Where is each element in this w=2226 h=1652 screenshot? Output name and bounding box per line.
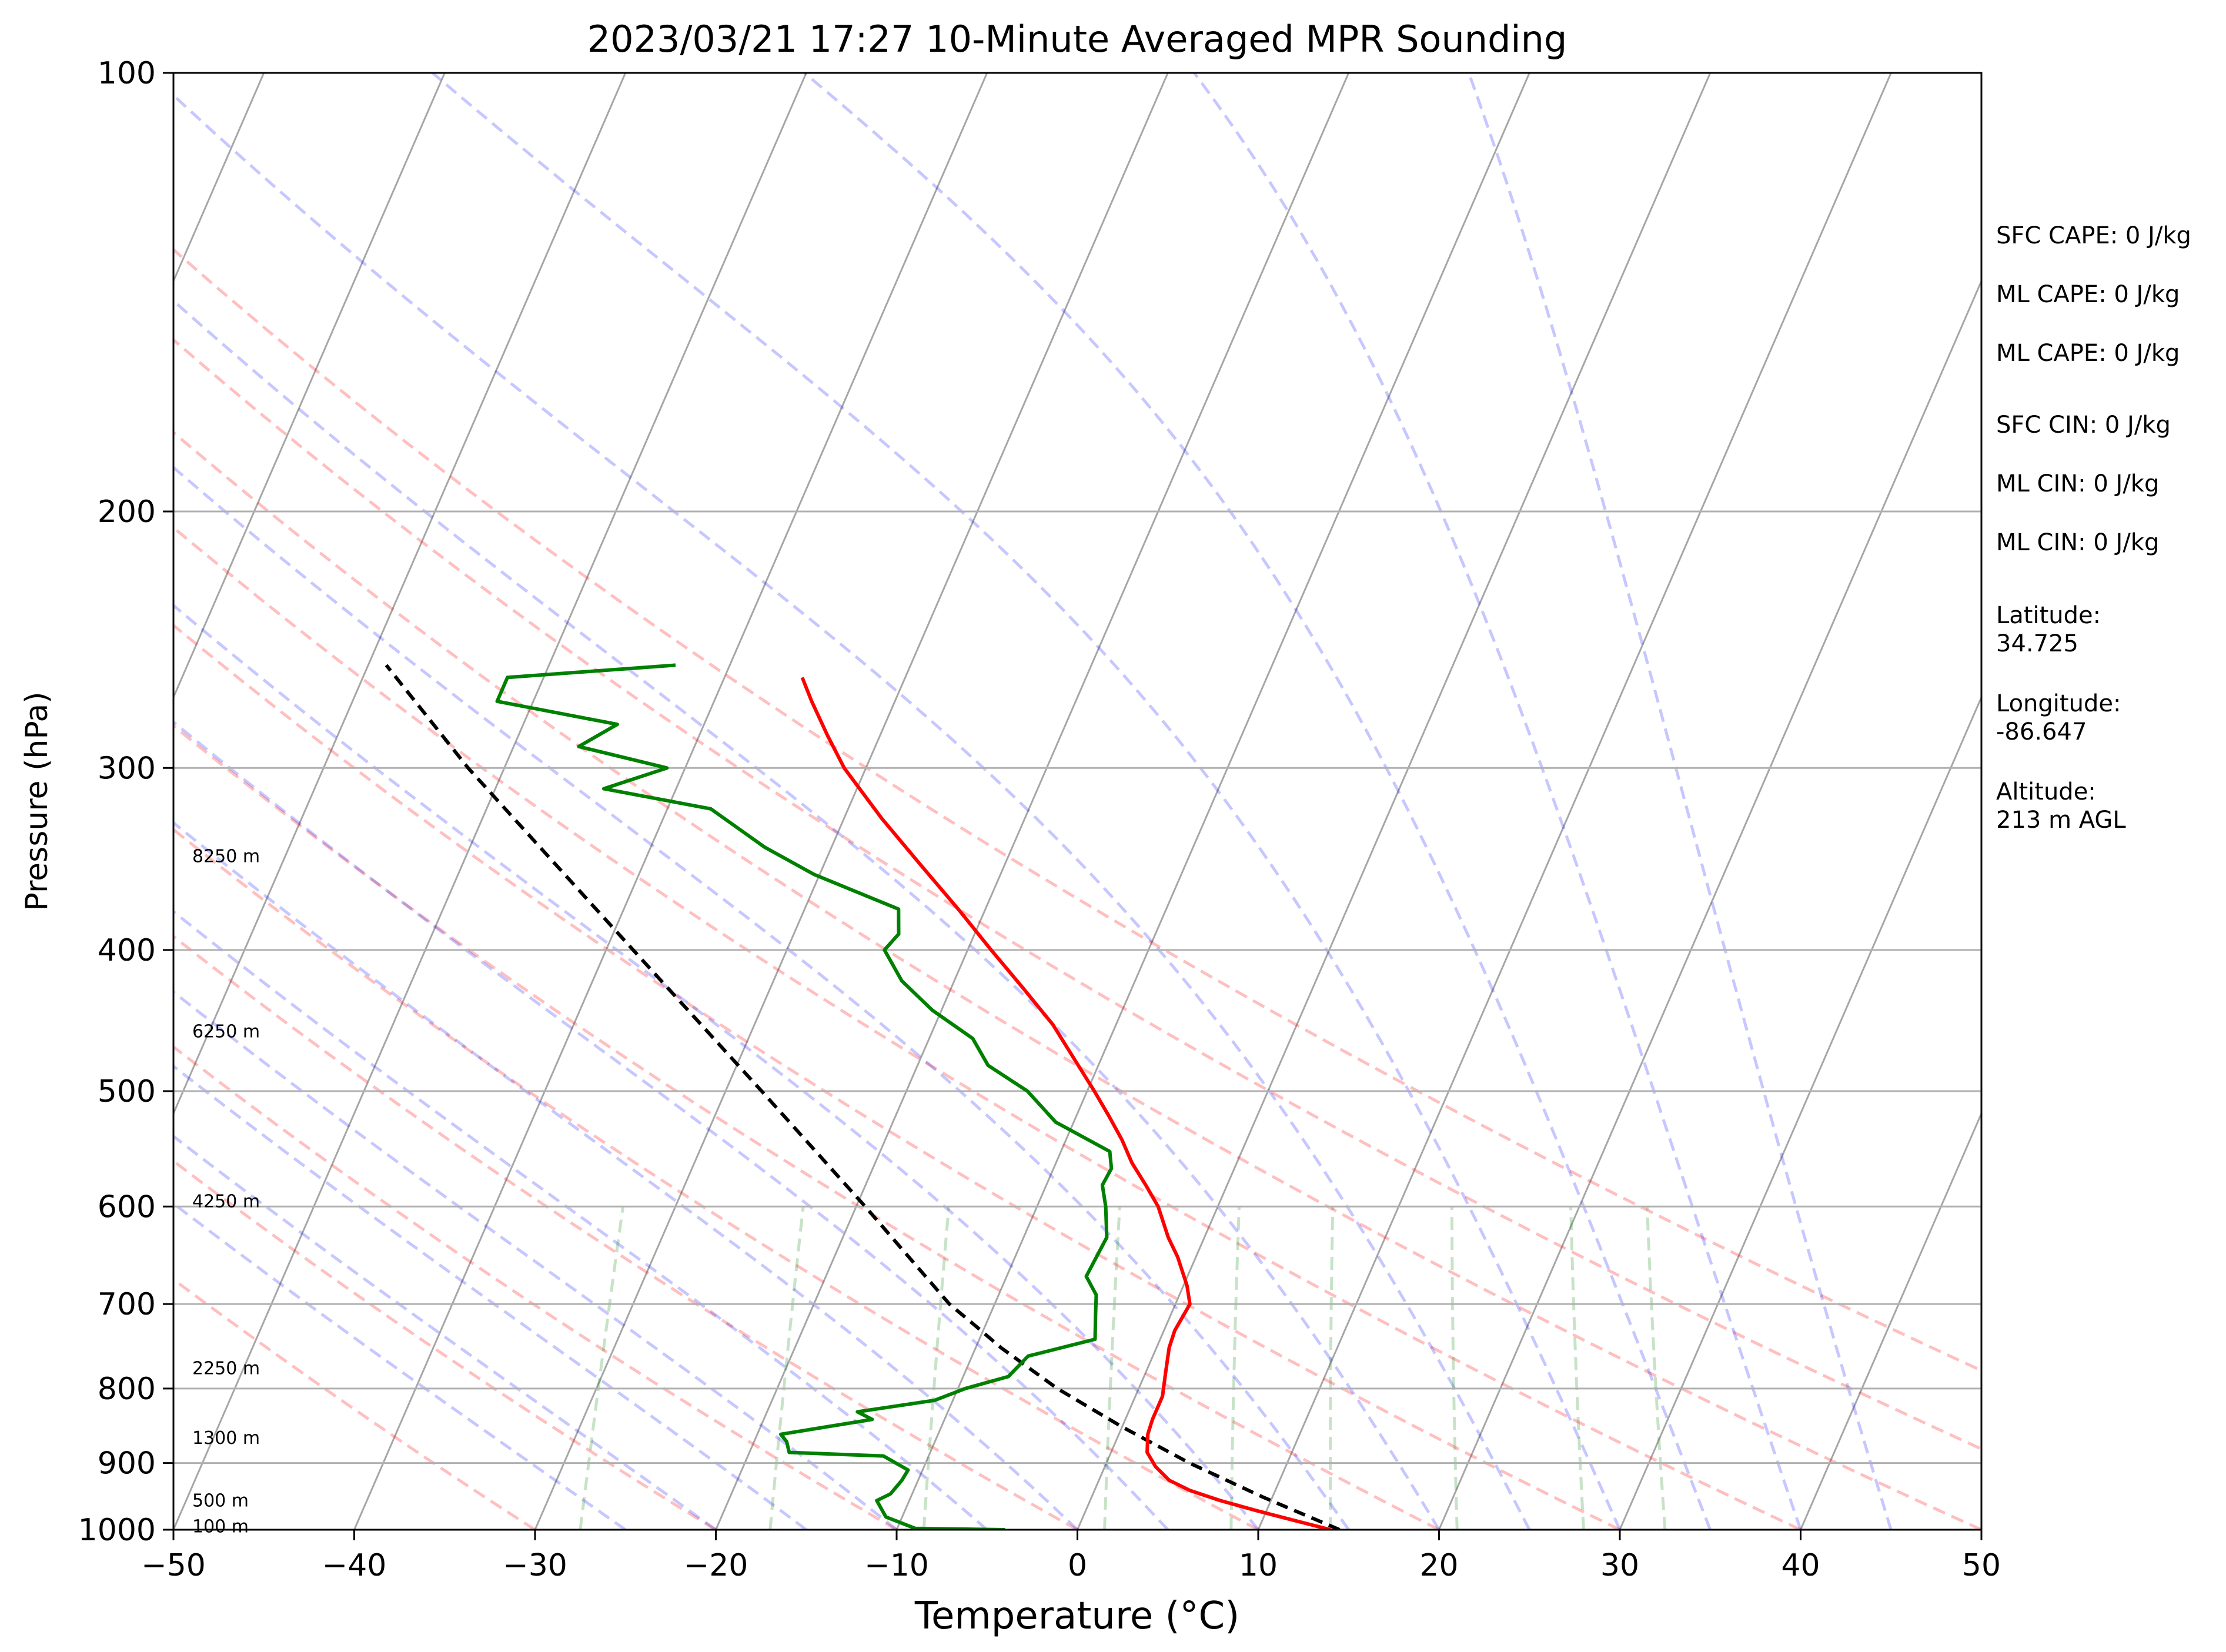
- dry-adiabat-line: [173, 430, 1981, 1530]
- sfc-cin-text: SFC CIN: 0 J/kg: [1996, 412, 2171, 439]
- altitude-value: 213 m AGL: [1996, 807, 2126, 834]
- dry-adiabat-line: [173, 827, 1259, 1530]
- chart-title: 2023/03/21 17:27 10-Minute Averaged MPR …: [587, 18, 1567, 61]
- ml-cape-text: ML CAPE: 0 J/kg: [1996, 281, 2180, 308]
- sfc-cape-text: SFC CAPE: 0 J/kg: [1996, 222, 2191, 249]
- isotherm-line: [173, 73, 807, 1530]
- dewpoint-line: [495, 663, 1114, 1530]
- moist-adiabat-line: [173, 1064, 807, 1530]
- ml-cin-text: ML CIN: 0 J/kg: [1996, 470, 2159, 497]
- height-label: 1300 m: [192, 1428, 260, 1449]
- dry-adiabat-line: [173, 1278, 536, 1530]
- dry-adiabat-line: [173, 337, 1981, 1451]
- x-tick-label: −10: [864, 1548, 929, 1583]
- height-label: 500 m: [192, 1490, 249, 1511]
- y-tick-label: 500: [98, 1074, 156, 1109]
- y-tick-label: 200: [98, 494, 156, 530]
- moist-adiabat-line: [1467, 73, 1893, 1530]
- isotherm-line: [173, 73, 627, 1116]
- height-label: 8250 m: [192, 847, 260, 867]
- x-tick-label: 40: [1781, 1548, 1820, 1583]
- y-axis: 100 200 300 400 500 600 700 800 900 1000: [78, 56, 173, 1548]
- ml-cape-text-2: ML CAPE: 0 J/kg: [1996, 340, 2180, 367]
- moist-adiabat-line: [431, 73, 1622, 1530]
- temperature-line: [800, 677, 1331, 1530]
- y-tick-label: 1000: [78, 1513, 156, 1548]
- moist-adiabat-line: [173, 299, 1440, 1530]
- height-label: 4250 m: [192, 1191, 260, 1212]
- moist-adiabat-line: [173, 465, 1350, 1530]
- isotherm-line: [895, 73, 1530, 1530]
- x-tick-label: 30: [1600, 1548, 1639, 1583]
- y-tick-label: 900: [98, 1446, 156, 1482]
- moist-adiabat-line: [173, 821, 1079, 1530]
- moist-adiabat-line: [1193, 73, 1802, 1530]
- isotherm-line: [1619, 695, 1981, 1530]
- moist-adiabat-line: [173, 1134, 717, 1530]
- isotherm-line: [173, 73, 446, 700]
- moist-adiabat-line: [173, 909, 988, 1530]
- x-tick-label: 20: [1419, 1548, 1458, 1583]
- x-tick-label: 50: [1962, 1548, 2001, 1583]
- x-tick-label: −20: [684, 1548, 748, 1583]
- height-label: 6250 m: [192, 1022, 260, 1042]
- y-tick-label: 800: [98, 1372, 156, 1407]
- latitude-label: Latitude:: [1996, 602, 2101, 629]
- dry-adiabat-line: [173, 248, 1981, 1372]
- dry-adiabat-line: [173, 934, 1078, 1530]
- latitude-value: 34.725: [1996, 630, 2078, 657]
- y-tick-label: 300: [98, 751, 156, 786]
- y-tick-label: 400: [98, 933, 156, 968]
- x-tick-label: −30: [503, 1548, 567, 1583]
- isotherm-line: [715, 73, 1350, 1530]
- dry-adiabat-line: [173, 623, 1621, 1530]
- moist-adiabat-line: [173, 720, 1169, 1530]
- y-tick-label: 100: [98, 56, 156, 91]
- isotherm-line: [1077, 73, 1712, 1530]
- x-tick-label: −50: [141, 1548, 206, 1583]
- x-tick-label: 0: [1068, 1548, 1087, 1583]
- reference-lines: [173, 73, 1981, 1530]
- x-tick-label: 10: [1239, 1548, 1278, 1583]
- isobar-grid: [173, 73, 1981, 1530]
- altitude-label: Altitude:: [1996, 778, 2096, 805]
- parcel-profile-line: [385, 664, 1341, 1530]
- isotherm-line: [1438, 279, 1981, 1530]
- isotherm-line: [534, 73, 1169, 1530]
- y-axis-label: Pressure (hPa): [19, 692, 55, 911]
- dry-adiabat-line: [173, 724, 1440, 1530]
- longitude-value: -86.647: [1996, 718, 2087, 745]
- y-tick-label: 700: [98, 1287, 156, 1322]
- height-label: 100 m: [192, 1517, 249, 1537]
- isotherm-line: [1257, 73, 1892, 1530]
- ml-cin-text-2: ML CIN: 0 J/kg: [1996, 529, 2159, 556]
- moist-adiabat-line: [173, 990, 898, 1530]
- info-panel: SFC CAPE: 0 J/kg ML CAPE: 0 J/kg ML CAPE…: [1996, 222, 2191, 834]
- x-axis: −50 −40 −30 −20 −10 0 10 20 30 40 50: [141, 1530, 2001, 1583]
- isotherm-line: [1800, 1111, 1981, 1530]
- height-label: 2250 m: [192, 1359, 260, 1379]
- y-tick-label: 600: [98, 1189, 156, 1225]
- longitude-label: Longitude:: [1996, 690, 2121, 717]
- data-lines: [385, 663, 1341, 1530]
- x-tick-label: −40: [322, 1548, 387, 1583]
- height-labels: 8250 m 6250 m 4250 m 2250 m 1300 m 500 m 100 m: [192, 847, 260, 1537]
- moist-adiabat-line: [803, 73, 1712, 1530]
- x-axis-label: Temperature (°C): [914, 1594, 1239, 1638]
